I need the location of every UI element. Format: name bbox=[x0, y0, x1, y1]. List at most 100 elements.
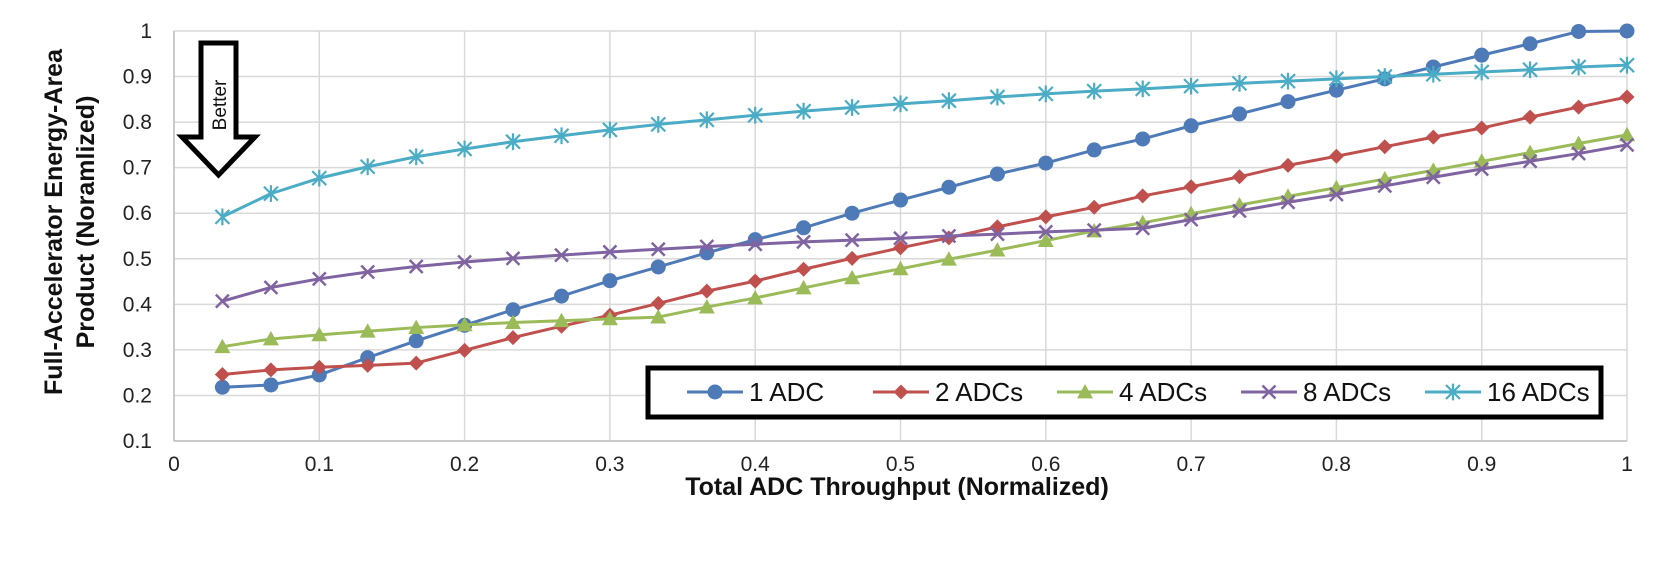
data-point-series-4 bbox=[1232, 203, 1247, 219]
x-tick-label: 0.1 bbox=[305, 453, 334, 476]
legend-item: 4 ADCs bbox=[1057, 377, 1207, 407]
data-point-series-5 bbox=[844, 99, 860, 116]
data-point-series-1 bbox=[650, 259, 666, 275]
data-point-series-3 bbox=[698, 299, 715, 314]
data-point-series-5 bbox=[408, 148, 424, 166]
data-point-series-5 bbox=[1522, 61, 1538, 79]
data-point-series-3 bbox=[1619, 126, 1635, 142]
data-point-series-3 bbox=[940, 251, 957, 266]
data-point-series-5 bbox=[699, 111, 715, 129]
data-point-series-5 bbox=[456, 140, 473, 158]
data-point-series-5 bbox=[1231, 74, 1248, 92]
series-line bbox=[221, 143, 1628, 303]
data-point-series-4 bbox=[602, 244, 618, 260]
legend-label: 16 ADCs bbox=[1487, 377, 1590, 407]
data-point-series-5 bbox=[795, 102, 812, 120]
x-tick-label: 0.6 bbox=[1031, 453, 1060, 476]
data-point-series-4 bbox=[1086, 222, 1102, 238]
y-tick-label: 0.2 bbox=[123, 384, 152, 407]
data-point-series-5 bbox=[1473, 63, 1490, 81]
data-point-series-1 bbox=[1619, 23, 1635, 39]
data-point-series-3 bbox=[747, 289, 764, 305]
data-point-series-3 bbox=[989, 242, 1006, 257]
data-point-series-2 bbox=[263, 362, 279, 378]
legend-item: 16 ADCs bbox=[1425, 377, 1590, 407]
data-point-series-1 bbox=[554, 288, 570, 304]
data-point-series-5 bbox=[263, 185, 279, 203]
legend-box bbox=[645, 365, 1604, 420]
series-5 bbox=[214, 56, 1635, 226]
data-point-series-2 bbox=[1619, 89, 1635, 105]
series-line bbox=[222, 133, 1628, 349]
y-tick-label: 0.7 bbox=[123, 157, 152, 180]
data-point-series-2 bbox=[1135, 188, 1151, 204]
series-line bbox=[222, 95, 1628, 376]
data-point-series-1 bbox=[360, 350, 376, 366]
x-axis-ticks: 0 0.1 0.2 0.3 0.4 0.5 0.6 0.7 0.8 0.9 1 bbox=[168, 453, 1633, 476]
better-annotation: Better bbox=[176, 40, 261, 179]
y-tick-label: 0.4 bbox=[123, 293, 153, 316]
data-point-series-1 bbox=[1280, 94, 1296, 110]
data-point-series-4 bbox=[1571, 146, 1587, 161]
series-line bbox=[221, 63, 1628, 219]
x-tick-label: 0.4 bbox=[741, 453, 771, 476]
data-point-series-5 bbox=[602, 121, 618, 139]
data-point-series-5 bbox=[989, 88, 1006, 106]
data-point-series-2 bbox=[408, 355, 424, 371]
y-axis-ticks: 0.1 0.2 0.3 0.4 0.5 0.6 0.7 0.8 0.9 1 bbox=[123, 20, 153, 453]
data-point-series-2 bbox=[844, 250, 860, 266]
data-point-series-1 bbox=[941, 179, 957, 195]
data-point-series-4 bbox=[408, 259, 424, 274]
data-point-series-4 bbox=[941, 228, 957, 244]
data-point-series-4 bbox=[1377, 178, 1393, 194]
data-point-series-1 bbox=[311, 367, 327, 383]
data-point-series-2 bbox=[1522, 109, 1538, 125]
y-axis-title-line-2: Product (Noramlized) bbox=[72, 96, 100, 349]
down-arrow-icon bbox=[176, 40, 261, 179]
data-point-series-1 bbox=[1522, 36, 1538, 52]
data-point-series-5 bbox=[1328, 70, 1345, 88]
data-point-series-3 bbox=[214, 338, 231, 354]
data-point-series-2 bbox=[1280, 157, 1296, 173]
data-point-series-3 bbox=[650, 309, 667, 324]
data-point-series-2 bbox=[505, 330, 521, 346]
legend-item: 1 ADC bbox=[687, 377, 824, 407]
y-tick-label: 0.1 bbox=[123, 430, 152, 453]
data-point-series-2 bbox=[796, 261, 812, 277]
data-point-series-5 bbox=[941, 92, 957, 110]
data-point-series-3 bbox=[311, 326, 328, 342]
data-point-series-4 bbox=[554, 247, 569, 263]
data-point-series-1 bbox=[602, 273, 618, 289]
data-point-series-4 bbox=[747, 236, 763, 252]
data-point-series-3 bbox=[553, 312, 570, 328]
data-point-series-1 bbox=[893, 192, 908, 208]
data-point-series-4 bbox=[215, 293, 230, 309]
data-point-series-3 bbox=[359, 323, 376, 338]
better-label: Better bbox=[210, 79, 231, 130]
y-axis-title-line-1: Full-Accelerator Energy-Area bbox=[40, 48, 68, 395]
x-tick-label: 0.2 bbox=[450, 453, 479, 476]
data-point-series-3 bbox=[1522, 144, 1539, 160]
data-point-series-4 bbox=[1183, 212, 1199, 227]
data-point-series-5 bbox=[650, 115, 667, 133]
data-point-series-5 bbox=[1280, 72, 1296, 90]
data-point-series-5 bbox=[1377, 68, 1393, 85]
data-point-series-2 bbox=[1377, 139, 1393, 155]
x-tick-label: 0.5 bbox=[886, 453, 915, 476]
data-point-series-4 bbox=[1280, 194, 1296, 210]
data-point-series-1 bbox=[1231, 106, 1247, 122]
data-point-series-3 bbox=[601, 310, 618, 326]
data-point-series-3 bbox=[795, 279, 812, 295]
data-point-series-4 bbox=[796, 234, 811, 250]
legend-items: 1 ADC 2 ADCs 4 ADCs 8 ADCs 16 ADCs bbox=[687, 377, 1590, 407]
data-point-series-5 bbox=[747, 106, 763, 124]
data-point-series-4 bbox=[844, 232, 860, 248]
data-point-series-3 bbox=[892, 260, 909, 276]
data-point-series-1 bbox=[796, 220, 812, 236]
data-point-series-2 bbox=[941, 230, 957, 246]
data-point-series-3 bbox=[262, 330, 279, 346]
data-point-series-1 bbox=[1135, 131, 1151, 147]
data-point-series-4 bbox=[311, 271, 327, 287]
data-point-series-5 bbox=[1038, 85, 1054, 103]
